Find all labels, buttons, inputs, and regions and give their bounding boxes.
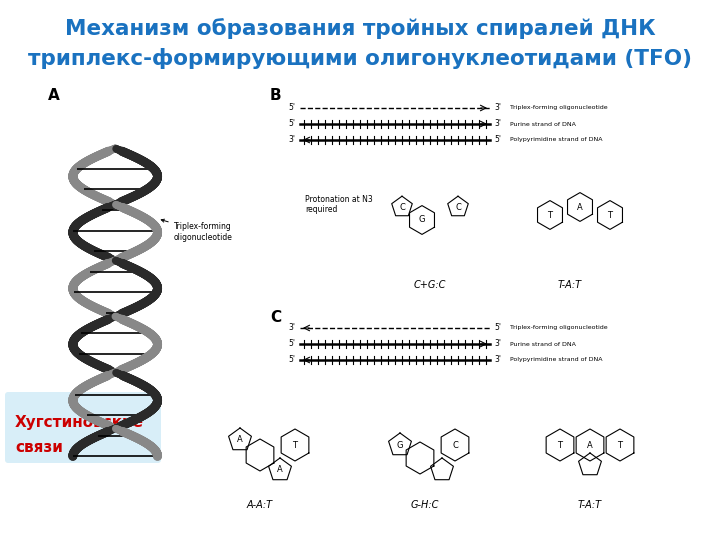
Text: T-A:T: T-A:T (558, 280, 582, 290)
Text: T: T (292, 441, 297, 449)
Text: A: A (587, 441, 593, 449)
Text: T: T (557, 441, 562, 449)
Polygon shape (281, 429, 309, 461)
FancyBboxPatch shape (5, 392, 161, 463)
Text: C: C (455, 202, 461, 212)
Text: C: C (452, 441, 458, 449)
Polygon shape (538, 200, 562, 230)
Text: T: T (608, 211, 613, 219)
Text: триплекс-формирующими олигонуклеотидами (TFO): триплекс-формирующими олигонуклеотидами … (28, 48, 692, 69)
Text: C: C (270, 310, 281, 325)
Text: 3': 3' (494, 340, 501, 348)
Text: 5': 5' (288, 340, 295, 348)
Text: Механизм образования тройных спиралей ДНК: Механизм образования тройных спиралей ДН… (65, 18, 655, 39)
Polygon shape (441, 429, 469, 461)
Polygon shape (576, 429, 604, 461)
Text: Purine strand of DNA: Purine strand of DNA (510, 122, 576, 126)
Text: Triplex-forming oligonucleotide: Triplex-forming oligonucleotide (510, 105, 608, 111)
Text: T: T (618, 441, 623, 449)
Text: 5': 5' (288, 355, 295, 364)
Text: B: B (270, 88, 282, 103)
Polygon shape (579, 453, 601, 475)
Text: связи: связи (15, 440, 63, 455)
Polygon shape (246, 439, 274, 471)
Text: Protonation at N3
required: Protonation at N3 required (305, 195, 373, 214)
Text: A: A (48, 88, 60, 103)
Text: C: C (399, 202, 405, 212)
Polygon shape (448, 196, 468, 216)
Polygon shape (269, 458, 292, 480)
Polygon shape (606, 429, 634, 461)
Text: Хугстиновские: Хугстиновские (15, 415, 144, 430)
Polygon shape (228, 428, 251, 450)
Text: T: T (547, 211, 552, 219)
Text: C+G:C: C+G:C (414, 280, 446, 290)
Text: 5': 5' (288, 119, 295, 129)
Text: 3': 3' (494, 119, 501, 129)
Text: Polypyrimidine strand of DNA: Polypyrimidine strand of DNA (510, 138, 603, 143)
Text: Triplex-forming
oligonucleotide: Triplex-forming oligonucleotide (161, 219, 233, 242)
Text: A: A (277, 465, 283, 475)
Polygon shape (598, 200, 623, 230)
Text: G: G (397, 441, 403, 449)
Text: 3': 3' (494, 104, 501, 112)
Polygon shape (392, 196, 413, 216)
Polygon shape (431, 458, 454, 480)
Polygon shape (567, 193, 593, 221)
Polygon shape (410, 206, 434, 234)
Text: A-A:T: A-A:T (247, 500, 273, 510)
Text: Purine strand of DNA: Purine strand of DNA (510, 341, 576, 347)
Polygon shape (406, 442, 434, 474)
Text: 3': 3' (494, 355, 501, 364)
Text: 3': 3' (288, 323, 295, 333)
Text: A: A (237, 435, 243, 444)
Text: A: A (577, 202, 583, 212)
Text: 5': 5' (494, 136, 501, 145)
Text: 5': 5' (494, 323, 501, 333)
Polygon shape (546, 429, 574, 461)
Text: T-A:T: T-A:T (578, 500, 602, 510)
Text: Triplex-forming oligonucleotide: Triplex-forming oligonucleotide (510, 326, 608, 330)
Polygon shape (389, 433, 411, 455)
Text: G-H:C: G-H:C (411, 500, 439, 510)
Text: 3': 3' (288, 136, 295, 145)
Text: G: G (419, 215, 426, 225)
Text: 5': 5' (288, 104, 295, 112)
Text: Polypyrimidine strand of DNA: Polypyrimidine strand of DNA (510, 357, 603, 362)
